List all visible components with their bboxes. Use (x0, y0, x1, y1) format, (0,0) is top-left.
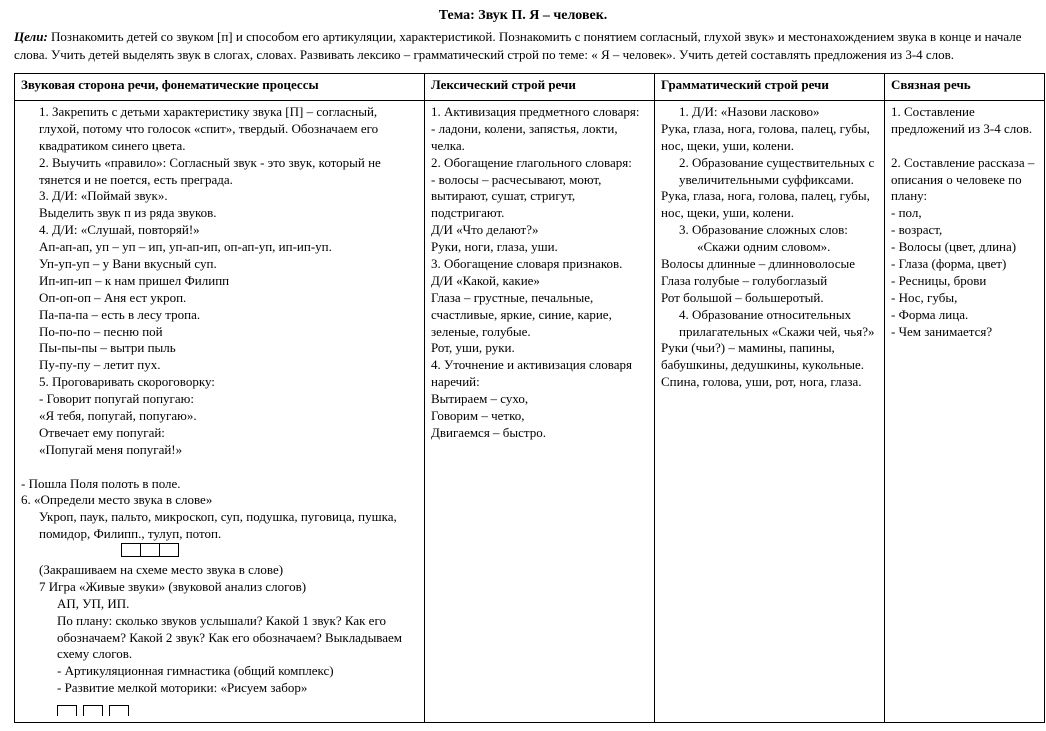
c2-line: Говорим – четко, (431, 408, 525, 423)
lesson-plan-table: Звуковая сторона речи, фонематические пр… (14, 73, 1045, 723)
table-body-row: 1. Закрепить с детьми характеристику зву… (15, 100, 1045, 722)
c3-line: 3. Образование сложных слов: (661, 222, 878, 239)
c4-line: - Глаза (форма, цвет) (891, 256, 1006, 271)
c3-line: «Скажи одним словом». (661, 239, 878, 256)
c2-line: Вытираем – сухо, (431, 391, 528, 406)
c2-line: Рот, уши, руки. (431, 340, 515, 355)
header-lexical: Лексический строй речи (425, 74, 655, 101)
c1-line: Оп-оп-оп – Аня ест укроп. (21, 290, 418, 307)
c2-line: - ладони, колени, запястья, локти, челка… (431, 121, 618, 153)
c1-line: По-по-по – песню пой (21, 324, 418, 341)
c4-line: 1. Составление предложений из 3-4 слов. (891, 104, 1032, 136)
c3-line: 1. Д/И: «Назови ласково» (661, 104, 878, 121)
c4-line: - Нос, губы, (891, 290, 957, 305)
c2-line: Глаза – грустные, печальные, счастливые,… (431, 290, 612, 339)
c4-line: - Форма лица. (891, 307, 968, 322)
c1-line: Па-па-па – есть в лесу тропа. (21, 307, 418, 324)
goals-label: Цели: (14, 29, 48, 44)
c3-line: Рот большой – большеротый. (661, 290, 824, 305)
c2-line: Д/И «Что делают?» (431, 222, 538, 237)
c3-line: Волосы длинные – длинноволосые (661, 256, 855, 271)
c1-line: По плану: сколько звуков услышали? Какой… (21, 613, 418, 664)
c1-line: Отвечает ему попугай: (21, 425, 418, 442)
c3-line: 2. Образование существительных с увеличи… (661, 155, 878, 189)
c1-line: - Артикуляционная гимнастика (общий комп… (21, 663, 418, 680)
header-grammar: Грамматический строй речи (655, 74, 885, 101)
c2-line: Двигаемся – быстро. (431, 425, 546, 440)
c1-line: 2. Выучить «правило»: Согласный звук - э… (21, 155, 418, 189)
c1-line: - Развитие мелкой моторики: «Рисуем забо… (21, 680, 418, 697)
goals-block: Цели: Познакомить детей со звуком [п] и … (14, 28, 1032, 63)
c1-line: Пы-пы-пы – вытри пыль (21, 340, 418, 357)
table-header-row: Звуковая сторона речи, фонематические пр… (15, 74, 1045, 101)
sound-position-boxes (121, 543, 178, 562)
c1-line: 6. «Определи место звука в слове» (21, 492, 212, 507)
c3-line: Спина, голова, уши, рот, нога, глаза. (661, 374, 862, 389)
c2-line: - волосы – расчесывают, моют, вытирают, … (431, 172, 601, 221)
c3-line: Руки (чьи?) – мамины, папины, бабушкины,… (661, 340, 864, 372)
c2-line: 2. Обогащение глагольного словаря: (431, 155, 632, 170)
c1-line: Уп-уп-уп – у Вани вкусный суп. (21, 256, 418, 273)
c2-line: 3. Обогащение словаря признаков. (431, 256, 622, 271)
c3-line: Рука, глаза, нога, голова, палец, губы, … (661, 188, 870, 220)
cell-lexical: 1. Активизация предметного словаря: - ла… (425, 100, 655, 722)
c1-line: 1. Закрепить с детьми характеристику зву… (21, 104, 418, 155)
c1-line: Пу-пу-пу – летит пух. (21, 357, 418, 374)
c1-line: Укроп, паук, пальто, микроскоп, суп, под… (21, 509, 418, 543)
c1-line: «Попугай меня попугай!» (21, 442, 418, 459)
c1-line: - Пошла Поля полоть в поле. (21, 476, 181, 491)
c4-line: - Волосы (цвет, длина) (891, 239, 1016, 254)
page-title: Тема: Звук П. Я – человек. (14, 8, 1032, 24)
c4-line: - Ресницы, брови (891, 273, 986, 288)
c2-line: Руки, ноги, глаза, уши. (431, 239, 558, 254)
goals-text: Познакомить детей со звуком [п] и способ… (14, 29, 1022, 62)
c3-line: 4. Образование относительных прилагатель… (661, 307, 878, 341)
header-phonematic: Звуковая сторона речи, фонематические пр… (15, 74, 425, 101)
cell-grammar: 1. Д/И: «Назови ласково» Рука, глаза, но… (655, 100, 885, 722)
c3-line: Глаза голубые – голубоглазый (661, 273, 827, 288)
c2-line: 4. Уточнение и активизация словаря нареч… (431, 357, 632, 389)
c1-line: «Я тебя, попугай, попугаю». (21, 408, 418, 425)
c4-line: 2. Составление рассказа – описания о чел… (891, 155, 1034, 204)
c1-line: Ип-ип-ип – к нам пришел Филипп (21, 273, 418, 290)
c1-line: (Закрашиваем на схеме место звука в слов… (21, 562, 418, 579)
c4-line: - пол, (891, 205, 922, 220)
c1-line: Выделить звук п из ряда звуков. (21, 205, 418, 222)
c1-line: 7 Игра «Живые звуки» (звуковой анализ сл… (21, 579, 418, 596)
fence-drawing-icon (57, 699, 135, 716)
c1-line: 3. Д/И: «Поймай звук». (21, 188, 418, 205)
c2-line: 1. Активизация предметного словаря: (431, 104, 639, 119)
c1-line: Ап-ап-ап, уп – уп – ип, уп-ап-ип, оп-ап-… (21, 239, 418, 256)
c1-line: - Говорит попугай попугаю: (21, 391, 418, 408)
header-coherent: Связная речь (885, 74, 1045, 101)
cell-phonematic: 1. Закрепить с детьми характеристику зву… (15, 100, 425, 722)
cell-coherent: 1. Составление предложений из 3-4 слов. … (885, 100, 1045, 722)
c3-line: Рука, глаза, нога, голова, палец, губы, … (661, 121, 870, 153)
c2-line: Д/И «Какой, какие» (431, 273, 540, 288)
c1-line: 5. Проговаривать скороговорку: (21, 374, 418, 391)
c1-line: АП, УП, ИП. (21, 596, 418, 613)
c1-line: 4. Д/И: «Слушай, повторяй!» (21, 222, 418, 239)
c4-line: - возраст, (891, 222, 942, 237)
c4-line: - Чем занимается? (891, 324, 992, 339)
